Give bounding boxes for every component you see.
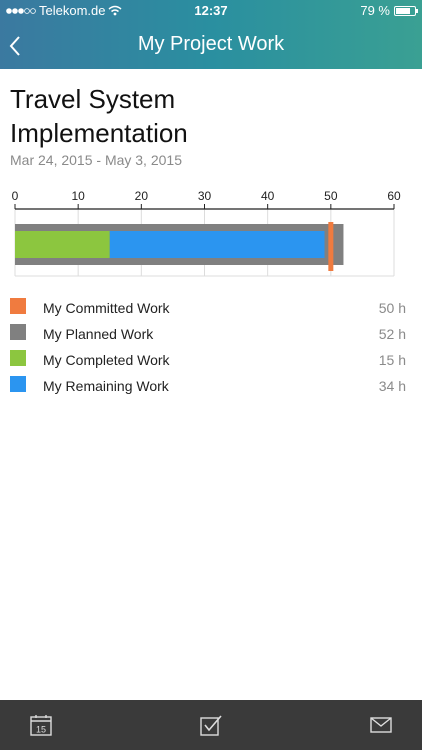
legend-value: 52 h bbox=[378, 326, 406, 342]
calendar-icon[interactable]: 15 bbox=[29, 713, 53, 737]
legend-swatch bbox=[10, 376, 26, 392]
legend-swatch bbox=[10, 350, 26, 366]
legend-label: My Completed Work bbox=[43, 352, 170, 368]
legend-item: My Completed Work 15 h bbox=[10, 349, 410, 375]
marker-committed-work bbox=[328, 222, 334, 271]
work-bar-chart: 0 10 20 30 40 50 60 bbox=[12, 189, 401, 277]
mail-icon[interactable] bbox=[369, 713, 393, 737]
legend-value: 34 h bbox=[378, 378, 406, 394]
project-date-range: Mar 24, 2015 - May 3, 2015 bbox=[10, 152, 182, 168]
x-tick-label: 60 bbox=[387, 189, 401, 203]
bar-remaining-work bbox=[109, 231, 325, 258]
status-time: 12:37 bbox=[194, 3, 228, 18]
legend-label: My Remaining Work bbox=[43, 378, 169, 394]
battery-percent: 79 % bbox=[360, 3, 390, 18]
x-tick-label: 30 bbox=[198, 189, 212, 203]
x-tick-label: 0 bbox=[12, 189, 19, 203]
legend-swatch bbox=[10, 298, 26, 314]
battery-icon bbox=[394, 5, 418, 16]
header: Telekom.de 12:37 79 % My Project Work bbox=[0, 0, 422, 69]
checkbox-icon[interactable] bbox=[199, 713, 223, 737]
tab-bar: 15 bbox=[0, 700, 422, 750]
signal-icon bbox=[6, 7, 36, 14]
carrier-name: Telekom.de bbox=[39, 3, 106, 18]
status-bar: Telekom.de 12:37 79 % bbox=[0, 0, 422, 22]
page-title: My Project Work bbox=[137, 33, 285, 55]
bar-completed-work bbox=[15, 231, 110, 258]
legend-label: My Committed Work bbox=[43, 300, 170, 316]
legend-item: My Planned Work 52 h bbox=[10, 323, 410, 349]
project-title: Travel System Implementation bbox=[10, 82, 240, 150]
legend-label: My Planned Work bbox=[43, 326, 154, 342]
x-tick-label: 40 bbox=[261, 189, 275, 203]
legend-swatch bbox=[10, 324, 26, 340]
x-tick-label: 20 bbox=[135, 189, 149, 203]
x-tick-label: 50 bbox=[324, 189, 338, 203]
chart-legend: My Committed Work 50 h My Planned Work 52 h… bbox=[10, 297, 410, 401]
legend-value: 15 h bbox=[378, 352, 406, 368]
chevron-left-icon[interactable] bbox=[6, 33, 26, 59]
x-tick-label: 10 bbox=[71, 189, 85, 203]
project-title-text: Travel System Implementation bbox=[10, 84, 188, 148]
legend-item: My Committed Work 50 h bbox=[10, 297, 410, 323]
legend-value: 50 h bbox=[378, 300, 406, 316]
calendar-day: 15 bbox=[36, 725, 46, 735]
legend-item: My Remaining Work 34 h bbox=[10, 375, 410, 401]
wifi-icon bbox=[109, 5, 122, 16]
